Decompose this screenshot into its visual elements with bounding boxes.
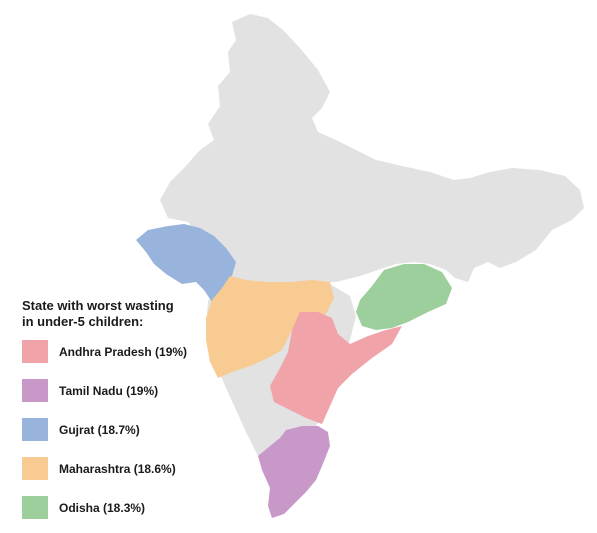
- legend-swatch-andhra-pradesh: [22, 340, 48, 363]
- legend-title-line2: in under-5 children:: [22, 314, 144, 329]
- legend-swatch-odisha: [22, 496, 48, 519]
- legend-label-maharashtra: Maharashtra (18.6%): [59, 461, 176, 476]
- legend-title-line1: State with worst wasting: [22, 298, 174, 313]
- legend-label-odisha: Odisha (18.3%): [59, 500, 146, 515]
- gujarat-region: [136, 224, 236, 302]
- legend-item-maharashtra: Maharashtra (18.6%): [22, 455, 222, 482]
- legend-item-gujrat: Gujrat (18.7%): [22, 416, 222, 443]
- legend-item-odisha: Odisha (18.3%): [22, 494, 222, 521]
- legend-item-andhra-pradesh: Andhra Pradesh (19%): [22, 338, 222, 365]
- legend-label-tamil-nadu: Tamil Nadu (19%): [59, 383, 159, 398]
- maharashtra-region: [206, 276, 334, 378]
- legend: State with worst wasting in under-5 chil…: [22, 298, 222, 533]
- tamil-nadu-region: [258, 426, 330, 518]
- india-base-region: [160, 14, 584, 286]
- legend-item-tamil-nadu: Tamil Nadu (19%): [22, 377, 222, 404]
- legend-swatch-tamil-nadu: [22, 379, 48, 402]
- andhra-pradesh-region: [270, 312, 402, 424]
- legend-swatch-gujrat: [22, 418, 48, 441]
- legend-title: State with worst wasting in under-5 chil…: [22, 298, 222, 330]
- legend-swatch-maharashtra: [22, 457, 48, 480]
- legend-label-andhra-pradesh: Andhra Pradesh (19%): [59, 344, 188, 359]
- legend-label-gujrat: Gujrat (18.7%): [59, 422, 140, 437]
- odisha-region: [356, 264, 452, 330]
